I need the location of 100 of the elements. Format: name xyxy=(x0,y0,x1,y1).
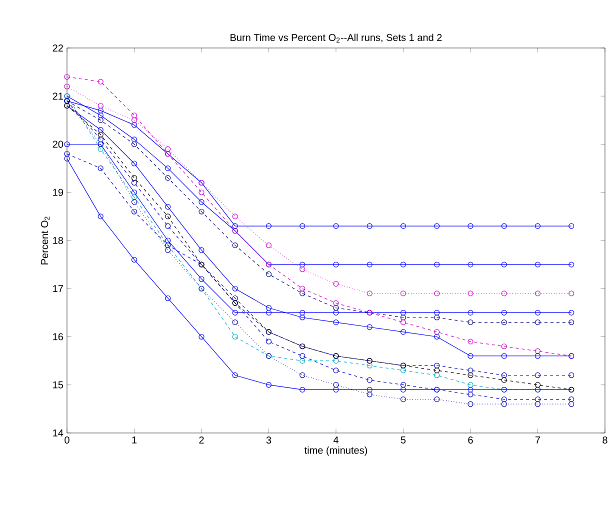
point xyxy=(98,146,104,152)
point xyxy=(400,262,406,268)
point xyxy=(266,310,272,316)
y-tick-label: 15 xyxy=(53,381,64,388)
point xyxy=(568,320,574,326)
point xyxy=(501,262,507,268)
point xyxy=(501,353,507,359)
point xyxy=(232,320,238,326)
point xyxy=(300,266,306,272)
point xyxy=(434,329,440,335)
point xyxy=(366,362,372,368)
point xyxy=(198,190,204,196)
point xyxy=(98,136,104,142)
point xyxy=(400,368,406,374)
point xyxy=(300,286,306,292)
point xyxy=(232,310,238,316)
point xyxy=(534,401,541,407)
y-tick-label: 19 xyxy=(53,188,64,196)
x-axis-title: time (minutes) xyxy=(304,446,368,456)
point xyxy=(300,314,306,320)
point xyxy=(165,223,171,229)
point xyxy=(400,320,406,326)
point xyxy=(165,166,171,172)
y-axis-title: Percent O$_{2}$ xyxy=(41,216,50,264)
point xyxy=(468,223,474,229)
point xyxy=(165,214,171,220)
point xyxy=(131,190,138,196)
point xyxy=(232,242,238,248)
point xyxy=(434,362,440,368)
point xyxy=(400,223,406,229)
point xyxy=(232,334,238,340)
point xyxy=(366,392,372,398)
point xyxy=(300,372,306,378)
point xyxy=(468,401,474,407)
point xyxy=(198,247,204,253)
point xyxy=(333,223,339,229)
point xyxy=(131,175,138,181)
point xyxy=(131,256,138,263)
point xyxy=(131,160,138,166)
point xyxy=(165,247,171,253)
point xyxy=(333,358,339,364)
x-tick-label: 5 xyxy=(400,436,406,444)
point xyxy=(333,300,339,306)
point xyxy=(366,386,372,392)
point xyxy=(131,136,138,142)
point xyxy=(468,310,474,316)
x-tick-label: 7 xyxy=(535,436,540,444)
point xyxy=(534,223,541,229)
point xyxy=(434,368,440,374)
point xyxy=(64,84,70,90)
point xyxy=(98,132,104,138)
point xyxy=(468,368,474,374)
y-tick-label: 16 xyxy=(53,333,64,340)
x-tick-label: 1 xyxy=(132,436,137,444)
point xyxy=(434,223,440,229)
point xyxy=(232,372,238,378)
point xyxy=(534,310,541,316)
point xyxy=(300,262,306,268)
point xyxy=(131,180,138,186)
point xyxy=(300,358,306,364)
point xyxy=(333,310,339,316)
y-tick-label: 14 xyxy=(53,430,64,436)
point xyxy=(165,204,171,210)
point xyxy=(434,310,440,316)
point xyxy=(534,372,541,378)
point xyxy=(568,396,574,402)
point xyxy=(501,377,507,383)
point xyxy=(131,122,138,128)
point xyxy=(468,338,474,344)
point xyxy=(333,320,339,326)
point xyxy=(501,223,507,229)
point xyxy=(64,74,70,80)
point xyxy=(333,386,339,392)
point xyxy=(400,310,406,316)
point xyxy=(534,382,541,388)
y-tick-label: 17 xyxy=(53,285,63,292)
point xyxy=(568,372,574,378)
point xyxy=(468,353,474,359)
point xyxy=(131,141,138,148)
point xyxy=(568,290,574,296)
point xyxy=(366,290,372,296)
point xyxy=(501,372,507,378)
point xyxy=(366,223,372,229)
point xyxy=(534,396,541,402)
point xyxy=(198,334,204,340)
point xyxy=(468,372,474,378)
point xyxy=(366,324,372,330)
point xyxy=(366,262,372,268)
point xyxy=(64,151,70,157)
point xyxy=(501,401,507,407)
point xyxy=(300,223,306,229)
chart-title: Burn Time vs Percent O$_{2}$--All runs, Sets 1 and 2 xyxy=(230,34,442,42)
x-tick-label: 2 xyxy=(199,436,204,444)
point xyxy=(501,290,507,296)
point xyxy=(434,334,440,340)
point xyxy=(501,310,507,316)
point xyxy=(400,314,406,320)
point xyxy=(501,396,507,402)
point xyxy=(434,372,440,378)
point xyxy=(98,117,104,123)
